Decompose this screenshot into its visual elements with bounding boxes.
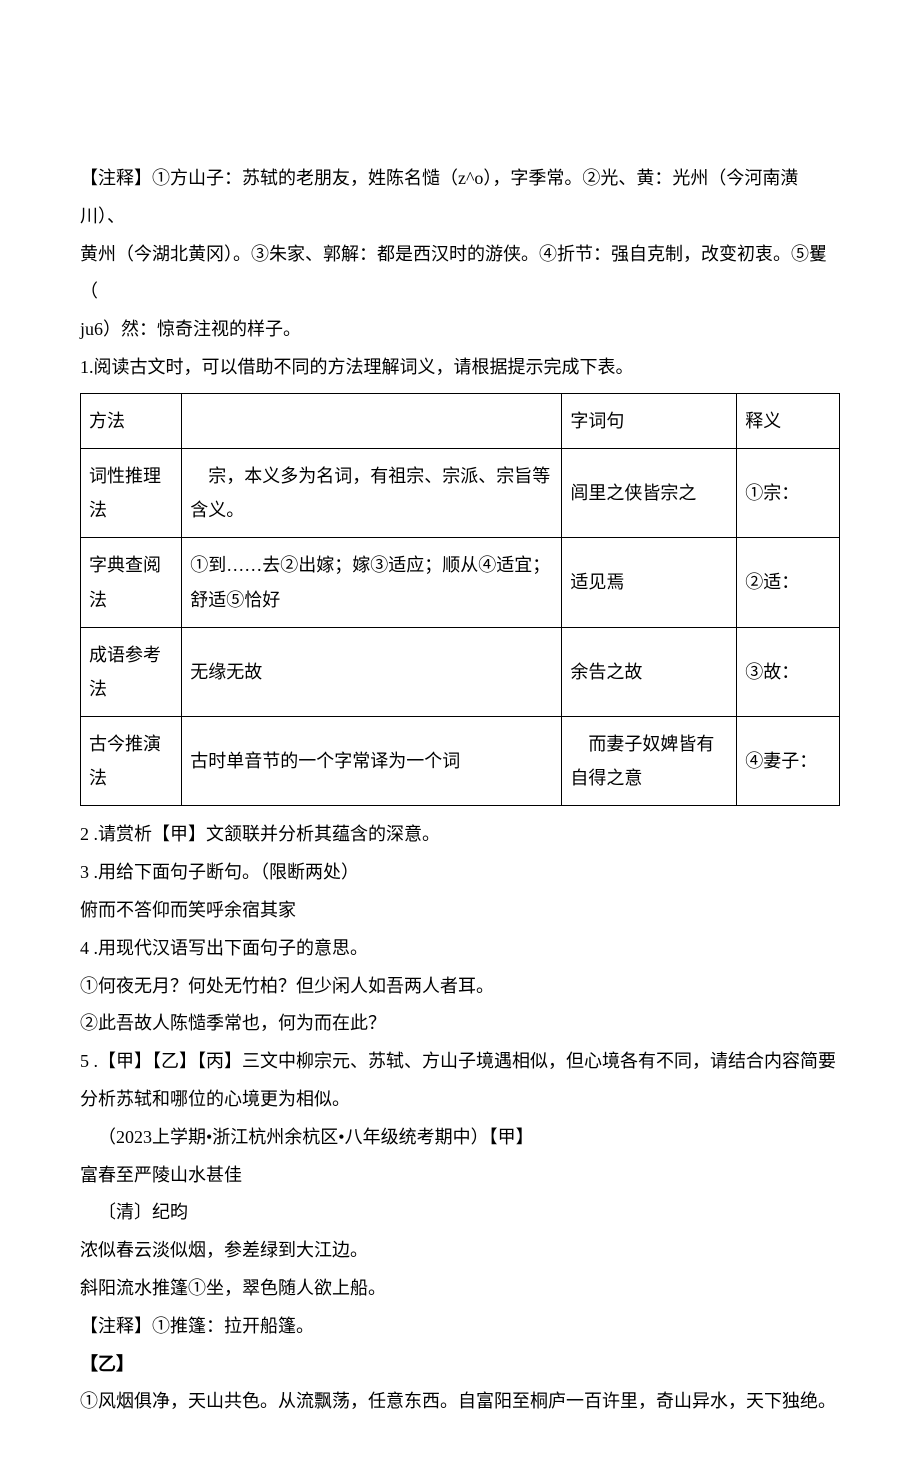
poem-line-1: 浓似春云淡似烟，参差绿到大江边。	[80, 1232, 840, 1270]
cell-desc: 古时单音节的一个字常译为一个词	[182, 717, 562, 806]
cell-method: 成语参考法	[81, 627, 182, 716]
q4-s1: ①何夜无月？何处无竹柏？但少闲人如吾两人者耳。	[80, 968, 840, 1006]
th-meaning-text: 释义	[745, 411, 781, 431]
note-line-1: 【注释】①方山子：苏轼的老朋友，姓陈名慥（z^o），字季常。②光、黄：光州（今河…	[80, 160, 840, 236]
q3: 3 .用给下面句子断句。（限断两处）	[80, 854, 840, 892]
q4: 4 .用现代汉语写出下面句子的意思。	[80, 930, 840, 968]
th-phrase-text: 字词句	[570, 411, 624, 431]
table-row: 字典查阅法 ①到……去②出嫁；嫁③适应；顺从④适宜；舒适⑤恰好 适见焉 ②适：	[81, 538, 840, 627]
cell-phrase: 适见焉	[562, 538, 737, 627]
cell-answer: ③故：	[737, 627, 840, 716]
note-line-2: 黄州（今湖北黄冈）。③朱家、郭解：都是西汉时的游侠。④折节：强自克制，改变初衷。…	[80, 236, 840, 312]
yi-label: 【乙】	[80, 1346, 840, 1384]
th-meaning: 释义	[737, 393, 840, 448]
table-row: 词性推理法 宗，本义多为名词，有祖宗、宗派、宗旨等含义。 闾里之侠皆宗之 ①宗：	[81, 448, 840, 537]
th-blank	[182, 393, 562, 448]
th-method: 方法	[81, 393, 182, 448]
poem-author: 〔清〕纪昀	[80, 1194, 840, 1232]
poem-note: 【注释】①推篷：拉开船篷。	[80, 1308, 840, 1346]
cell-phrase: 而妻子奴婢皆有自得之意	[562, 717, 737, 806]
cell-desc: ①到……去②出嫁；嫁③适应；顺从④适宜；舒适⑤恰好	[182, 538, 562, 627]
cell-answer: ①宗：	[737, 448, 840, 537]
cell-method: 字典查阅法	[81, 538, 182, 627]
poem-line-2: 斜阳流水推篷①坐，翠色随人欲上船。	[80, 1270, 840, 1308]
cell-method: 古今推演法	[81, 717, 182, 806]
cell-desc: 宗，本义多为名词，有祖宗、宗派、宗旨等含义。	[182, 448, 562, 537]
note-line-3: ju6）然：惊奇注视的样子。	[80, 311, 840, 349]
cell-answer: ④妻子：	[737, 717, 840, 806]
th-phrase: 字词句	[562, 393, 737, 448]
cell-desc: 无缘无故	[182, 627, 562, 716]
cell-method: 词性推理法	[81, 448, 182, 537]
poem-title: 富春至严陵山水甚佳	[80, 1157, 840, 1195]
q3-sentence: 俯而不答仰而笑呼余宿其家	[80, 892, 840, 930]
table-row: 成语参考法 无缘无故 余告之故 ③故：	[81, 627, 840, 716]
yi-text: ①风烟俱净，天山共色。从流飘荡，任意东西。自富阳至桐庐一百许里，奇山异水，天下独…	[80, 1383, 840, 1421]
cell-phrase: 余告之故	[562, 627, 737, 716]
q5-line1: 5 .【甲】【乙】【丙】三文中柳宗元、苏轼、方山子境遇相似，但心境各有不同，请结…	[80, 1043, 840, 1081]
source-line: （2023上学期•浙江杭州余杭区•八年级统考期中）【甲】	[80, 1119, 840, 1157]
table-row: 古今推演法 古时单音节的一个字常译为一个词 而妻子奴婢皆有自得之意 ④妻子：	[81, 717, 840, 806]
q2: 2 .请赏析【甲】文颔联并分析其蕴含的深意。	[80, 816, 840, 854]
th-method-text: 方法	[89, 411, 125, 431]
method-table: 方法 字词句 释义 词性推理法 宗，本义多为名词，有祖宗、宗派、宗旨等含义。 闾…	[80, 393, 840, 807]
cell-phrase: 闾里之侠皆宗之	[562, 448, 737, 537]
q1-intro: 1.阅读古文时，可以借助不同的方法理解词义，请根据提示完成下表。	[80, 349, 840, 387]
q4-s2: ②此吾故人陈慥季常也，何为而在此？	[80, 1005, 840, 1043]
table-row: 方法 字词句 释义	[81, 393, 840, 448]
q5-line2: 分析苏轼和哪位的心境更为相似。	[80, 1081, 840, 1119]
cell-answer: ②适：	[737, 538, 840, 627]
